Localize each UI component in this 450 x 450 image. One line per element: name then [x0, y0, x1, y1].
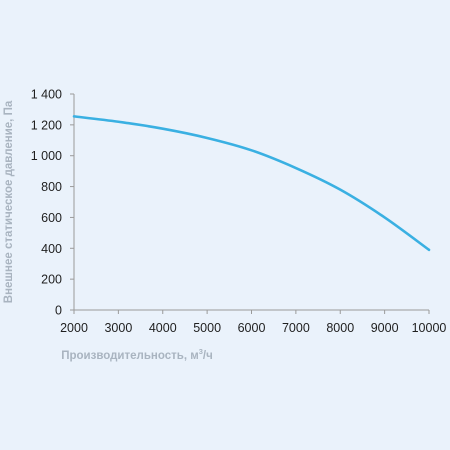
x-tick-label: 8000 — [326, 321, 354, 335]
x-tick-label: 2000 — [60, 321, 88, 335]
x-axis-ticks — [73, 310, 430, 314]
y-tick-label: 400 — [41, 242, 62, 256]
y-tick-label: 200 — [41, 273, 62, 287]
y-tick-label: 0 — [55, 304, 62, 318]
y-tick-labels: 0 200 400 600 800 1 000 1 200 1 400 — [31, 88, 62, 318]
x-tick-labels: 2000 3000 4000 5000 6000 7000 8000 9000 10000 — [60, 321, 446, 335]
y-axis-title: Внешнее статическое давление, Па — [3, 100, 15, 303]
x-tick-label: 4000 — [149, 321, 177, 335]
x-tick-label: 10000 — [412, 321, 447, 335]
y-tick-label: 1 000 — [31, 149, 62, 163]
x-axis-title: Производительность, м3/ч — [61, 347, 213, 362]
y-tick-label: 1 400 — [31, 88, 62, 102]
x-tick-label: 7000 — [282, 321, 310, 335]
x-tick-label: 5000 — [193, 321, 221, 335]
x-tick-label: 6000 — [238, 321, 266, 335]
y-tick-label: 800 — [41, 180, 62, 194]
y-axis-ticks — [70, 93, 74, 311]
y-tick-label: 600 — [41, 211, 62, 225]
x-tick-label: 3000 — [104, 321, 132, 335]
y-tick-label: 1 200 — [31, 118, 62, 132]
series-line — [72, 115, 431, 252]
x-tick-label: 9000 — [371, 321, 399, 335]
